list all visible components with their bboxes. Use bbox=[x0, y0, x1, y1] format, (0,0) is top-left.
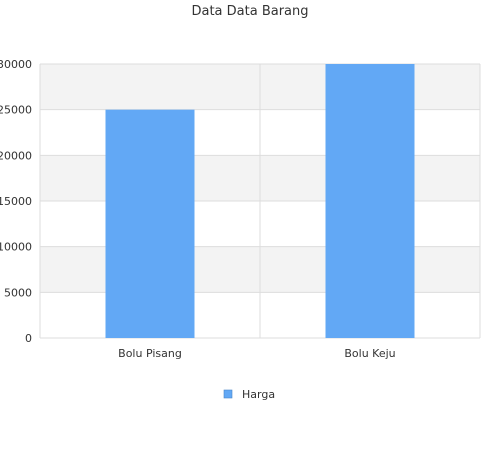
legend-swatch-harga[interactable] bbox=[223, 389, 233, 399]
y-tick-label: 15000 bbox=[0, 195, 32, 208]
legend[interactable]: Harga bbox=[223, 388, 275, 401]
y-tick-label: 20000 bbox=[0, 149, 32, 162]
y-tick-label: 10000 bbox=[0, 241, 32, 254]
bars bbox=[105, 64, 415, 339]
chart-title: Data Data Barang bbox=[191, 4, 308, 19]
y-tick-label: 5000 bbox=[4, 286, 32, 299]
y-tick-label: 30000 bbox=[0, 58, 32, 71]
x-tick-label: Bolu Pisang bbox=[118, 347, 182, 360]
y-tick-label: 25000 bbox=[0, 104, 32, 117]
bar-bolu-keju bbox=[325, 64, 415, 338]
x-tick-label: Bolu Keju bbox=[344, 347, 395, 360]
bar-bolu-pisang bbox=[105, 109, 195, 339]
legend-label-harga[interactable]: Harga bbox=[242, 388, 275, 401]
y-tick-label: 0 bbox=[25, 332, 32, 345]
x-axis: Bolu Pisang Bolu Keju bbox=[118, 347, 395, 360]
y-axis: 0 5000 10000 15000 20000 25000 30000 bbox=[0, 58, 32, 345]
